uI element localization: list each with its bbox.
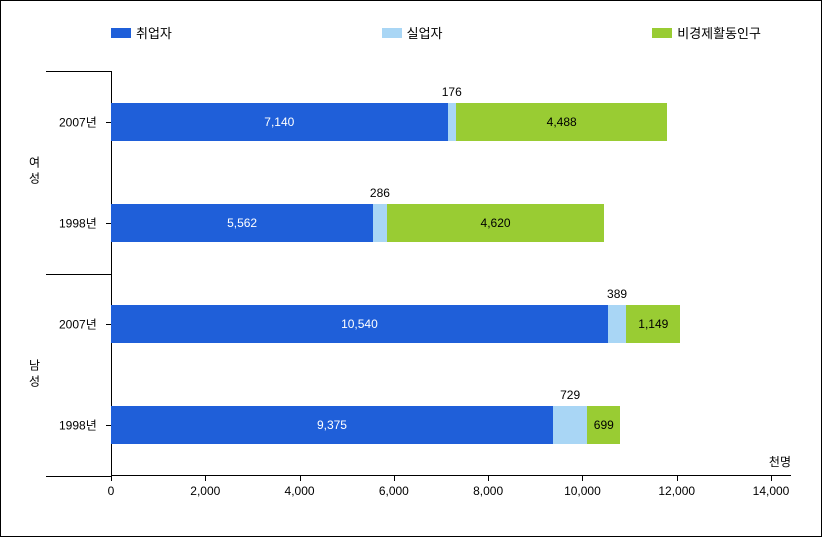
bar-segment: 286 xyxy=(373,204,386,242)
legend-swatch xyxy=(382,28,402,38)
x-tick-label: 6,000 xyxy=(379,484,409,498)
x-tick xyxy=(771,476,772,481)
bar-value-label: 4,620 xyxy=(481,216,511,230)
x-tick-label: 4,000 xyxy=(285,484,315,498)
y-divider xyxy=(46,476,111,477)
bar-value-label: 9,375 xyxy=(317,418,347,432)
y-group-label: 여성 xyxy=(26,156,43,188)
bar-row: 10,540 389 1,149 xyxy=(111,305,680,343)
bar-row: 5,562 286 4,620 xyxy=(111,204,604,242)
legend-item-employed: 취업자 xyxy=(111,23,172,42)
legend-label: 비경제활동인구 xyxy=(677,23,761,42)
legend: 취업자 실업자 비경제활동인구 xyxy=(111,23,761,42)
x-tick-label: 2,000 xyxy=(190,484,220,498)
legend-label: 실업자 xyxy=(407,23,443,42)
bar-row: 9,375 729 699 xyxy=(111,406,620,444)
bar-segment: 389 xyxy=(608,305,626,343)
bar-value-label: 10,540 xyxy=(341,317,378,331)
bar-value-label: 729 xyxy=(560,388,580,402)
x-tick xyxy=(300,476,301,481)
legend-item-inactive: 비경제활동인구 xyxy=(652,23,761,42)
bar-value-label: 4,488 xyxy=(547,115,577,129)
y-group-label: 남성 xyxy=(26,359,43,391)
bar-value-label: 176 xyxy=(442,85,462,99)
x-axis xyxy=(111,475,791,476)
x-tick-label: 10,000 xyxy=(564,484,601,498)
chart-container: 취업자 실업자 비경제활동인구 천명 02,0004,0006,0008,000… xyxy=(11,11,811,526)
bar-value-label: 389 xyxy=(607,287,627,301)
bar-segment: 5,562 xyxy=(111,204,373,242)
bar-segment: 9,375 xyxy=(111,406,553,444)
legend-item-unemployed: 실업자 xyxy=(382,23,443,42)
bar-segment: 4,488 xyxy=(456,103,668,141)
y-divider xyxy=(46,71,111,72)
x-tick-label: 14,000 xyxy=(753,484,790,498)
bar-value-label: 5,562 xyxy=(227,216,257,230)
bar-segment: 699 xyxy=(587,406,620,444)
y-category-label: 1998년 xyxy=(59,214,97,231)
x-tick-label: 8,000 xyxy=(473,484,503,498)
x-tick-label: 12,000 xyxy=(658,484,695,498)
bar-segment: 729 xyxy=(553,406,587,444)
y-divider xyxy=(46,274,111,275)
bar-segment: 7,140 xyxy=(111,103,448,141)
bar-value-label: 699 xyxy=(594,418,614,432)
x-tick xyxy=(111,476,112,481)
bar-segment: 1,149 xyxy=(626,305,680,343)
x-tick-label: 0 xyxy=(108,484,115,498)
x-tick xyxy=(205,476,206,481)
x-tick xyxy=(677,476,678,481)
bar-value-label: 7,140 xyxy=(264,115,294,129)
y-category-label: 2007년 xyxy=(59,316,97,333)
plot-area: 천명 02,0004,0006,0008,00010,00012,00014,0… xyxy=(111,71,771,476)
x-tick xyxy=(488,476,489,481)
bar-segment: 4,620 xyxy=(387,204,605,242)
y-category-label: 2007년 xyxy=(59,113,97,130)
legend-swatch xyxy=(111,28,131,38)
bar-value-label: 286 xyxy=(370,186,390,200)
bar-value-label: 1,149 xyxy=(638,317,668,331)
y-category-label: 1998년 xyxy=(59,417,97,434)
bar-row: 7,140 176 4,488 xyxy=(111,103,667,141)
bar-segment: 10,540 xyxy=(111,305,608,343)
x-tick xyxy=(394,476,395,481)
bar-segment: 176 xyxy=(448,103,456,141)
x-tick xyxy=(582,476,583,481)
x-axis-unit: 천명 xyxy=(769,453,791,470)
legend-label: 취업자 xyxy=(136,23,172,42)
legend-swatch xyxy=(652,28,672,38)
